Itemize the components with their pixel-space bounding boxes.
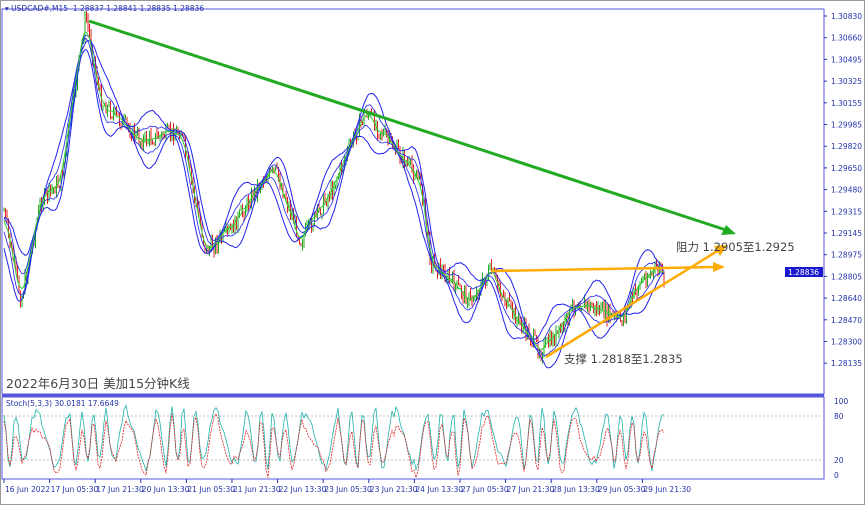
inner-upper-band (3, 35, 665, 345)
x-tick-label: 17 Jun 21:30 (96, 485, 144, 494)
lower-band (3, 49, 665, 369)
y-tick-label: 1.28975 (831, 251, 862, 260)
x-tick-label: 29 Jun 05:30 (598, 485, 646, 494)
current-price-marker (785, 267, 823, 277)
upper-band (3, 40, 665, 340)
support-line[interactable] (545, 248, 720, 359)
stoch-label: Stoch(5,3,3) 30.0181 17.6649 (6, 399, 119, 408)
x-tick-label: 28 Jun 13:30 (552, 485, 600, 494)
stoch-signal-line (3, 412, 665, 480)
inner-lower-band (3, 37, 665, 356)
main-pane-frame (1, 8, 825, 395)
x-tick-label: 21 Jun 21:30 (233, 485, 281, 494)
resistance-label: 阻力 1.2905至1.2925 (676, 240, 795, 254)
moving-average (3, 31, 665, 350)
trend-arrowhead (721, 225, 736, 235)
y-tick-label: 1.30495 (831, 55, 862, 64)
downtrend-line[interactable] (88, 19, 730, 233)
support-label: 支撑 1.2818至1.2835 (564, 352, 683, 366)
y-tick-label: 1.28805 (831, 272, 862, 281)
y-tick-label: 1.29315 (831, 207, 862, 216)
y-tick-label: 1.29650 (831, 164, 862, 173)
stochastic-lines (3, 403, 665, 480)
x-tick-label: 16 Jun 2022 (5, 485, 50, 494)
chart-title: 2022年6月30日 美加15分钟K线 (6, 376, 190, 391)
x-tick-label: 23 Jun 05:30 (324, 485, 372, 494)
stoch-main-line (3, 403, 665, 473)
candles (3, 11, 665, 364)
y-tick-label: 1.29820 (831, 142, 862, 151)
y-tick-label: 1.30155 (831, 99, 862, 108)
y-tick-label: 1.28470 (831, 316, 862, 325)
resistance-line[interactable] (490, 265, 717, 273)
current-price: 1.28836 (788, 268, 819, 277)
x-tick-label: 24 Jun 13:30 (415, 485, 463, 494)
stoch-pane-frame (1, 396, 825, 480)
x-tick-label: 29 Jun 21:30 (643, 485, 691, 494)
y-tick-label: 1.30325 (831, 77, 862, 86)
stoch-tick-label: 80 (834, 412, 844, 421)
stoch-tick-label: 0 (834, 471, 839, 480)
y-tick-label: 1.30830 (831, 12, 862, 21)
x-tick-label: 22 Jun 13:30 (279, 485, 327, 494)
y-tick-label: 1.30660 (831, 34, 862, 43)
x-tick-label: 17 Jun 05:30 (51, 485, 99, 494)
y-tick-label: 1.29145 (831, 229, 862, 238)
symbol: USDCAD#,M15 (11, 4, 69, 13)
price-axis: 1.30830 1.30660 1.30495 1.30325 1.30155 1.299… (824, 12, 862, 368)
support-arrowhead (714, 245, 727, 256)
x-tick-label: 23 Jun 21:30 (370, 485, 418, 494)
y-tick-label: 1.28640 (831, 294, 862, 303)
y-tick-label: 1.28300 (831, 338, 862, 347)
y-tick-label: 1.29480 (831, 186, 862, 195)
x-tick-label: 27 Jun 21:30 (507, 485, 555, 494)
resistance-arrowhead (713, 262, 725, 272)
x-tick-label: 20 Jun 13:30 (142, 485, 190, 494)
chart-header: ▾ USDCAD#,M15 1.28837 1.28841 1.28835 1.… (5, 4, 205, 13)
y-tick-label: 1.29985 (831, 121, 862, 130)
ohlc: 1.28837 1.28841 1.28835 1.28836 (72, 4, 205, 13)
x-tick-label: 27 Jun 05:30 (461, 485, 509, 494)
stoch-tick-label: 100 (834, 397, 849, 406)
y-tick-label: 1.28135 (831, 359, 862, 368)
stoch-axis: 100 80 20 0 (834, 397, 849, 480)
stoch-tick-label: 20 (834, 456, 844, 465)
x-tick-label: 21 Jun 05:30 (187, 485, 235, 494)
envelope-bands (3, 31, 665, 369)
